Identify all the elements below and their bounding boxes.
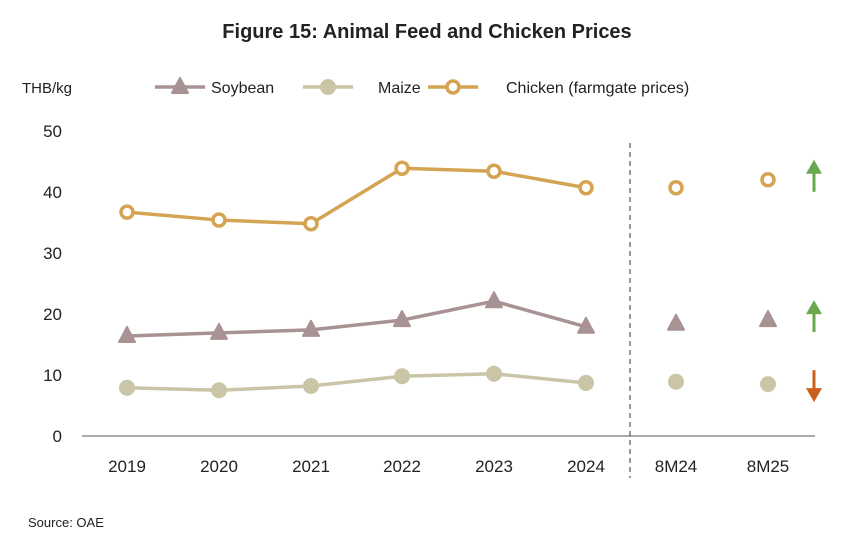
ring-marker <box>303 215 319 232</box>
ring-marker <box>668 179 684 196</box>
y-tick-label: 40 <box>43 183 62 202</box>
ring-marker <box>486 163 502 180</box>
ring-marker <box>211 212 227 228</box>
triangle-marker <box>171 77 189 94</box>
circle-marker <box>578 374 594 391</box>
circle-marker <box>303 377 319 394</box>
legend-label: Maize <box>378 80 421 97</box>
triangle-marker <box>210 322 228 340</box>
triangle-marker <box>302 319 320 337</box>
trend-up-arrow-icon <box>806 300 822 315</box>
series-line <box>126 372 587 393</box>
legend-item: Soybean <box>155 77 274 97</box>
y-tick-label: 50 <box>43 122 62 141</box>
ring-marker <box>119 204 135 220</box>
y-axis-label: THB/kg <box>22 80 72 97</box>
series-line <box>126 166 587 226</box>
circle-marker <box>119 379 135 396</box>
triangle-marker <box>118 325 136 343</box>
chart-title: Figure 15: Animal Feed and Chicken Price… <box>222 21 631 43</box>
circle-marker <box>211 382 227 399</box>
triangle-marker <box>485 291 503 309</box>
trend-up-arrow-icon <box>806 159 822 174</box>
triangle-marker <box>393 310 411 328</box>
y-tick-label: 0 <box>53 427 62 446</box>
circle-marker <box>668 373 684 390</box>
x-tick-label: 8M24 <box>655 457 698 476</box>
y-tick-label: 10 <box>43 366 62 385</box>
source-note: Source: OAE <box>28 515 104 530</box>
ring-marker <box>760 172 776 188</box>
plot-area: 0 10 20 30 40 50 2019 2020 2021 2022 2023 2024 8M24 8… <box>43 122 822 478</box>
triangle-marker <box>577 316 595 334</box>
x-tick-label: 2024 <box>567 457 605 476</box>
trend-down-arrow-icon <box>806 388 822 403</box>
circle-marker <box>320 79 336 95</box>
x-tick-label: 2019 <box>108 457 146 476</box>
triangle-marker <box>759 310 777 328</box>
ring-marker <box>578 179 594 196</box>
circle-marker <box>760 376 776 393</box>
x-tick-label: 2022 <box>383 457 421 476</box>
legend-item: Maize <box>303 79 421 97</box>
circle-marker <box>486 365 502 382</box>
x-tick-label: 2020 <box>200 457 238 476</box>
legend: Soybean Maize Chicken (farmgate prices) <box>155 77 689 97</box>
circle-marker <box>394 368 410 385</box>
triangle-marker <box>667 313 685 331</box>
x-tick-label: 2023 <box>475 457 513 476</box>
series-chicken <box>119 159 822 232</box>
x-tick-label: 2021 <box>292 457 330 476</box>
legend-item: Chicken (farmgate prices) <box>428 79 689 97</box>
series-line <box>126 299 587 338</box>
y-tick-label: 20 <box>43 305 62 324</box>
legend-label: Chicken (farmgate prices) <box>506 80 689 97</box>
ring-marker <box>445 79 461 95</box>
series-maize <box>119 365 822 403</box>
ring-marker <box>394 160 410 176</box>
legend-label: Soybean <box>211 80 274 97</box>
x-tick-label: 8M25 <box>747 457 790 476</box>
series-soybean <box>118 291 822 343</box>
y-tick-label: 30 <box>43 244 62 263</box>
